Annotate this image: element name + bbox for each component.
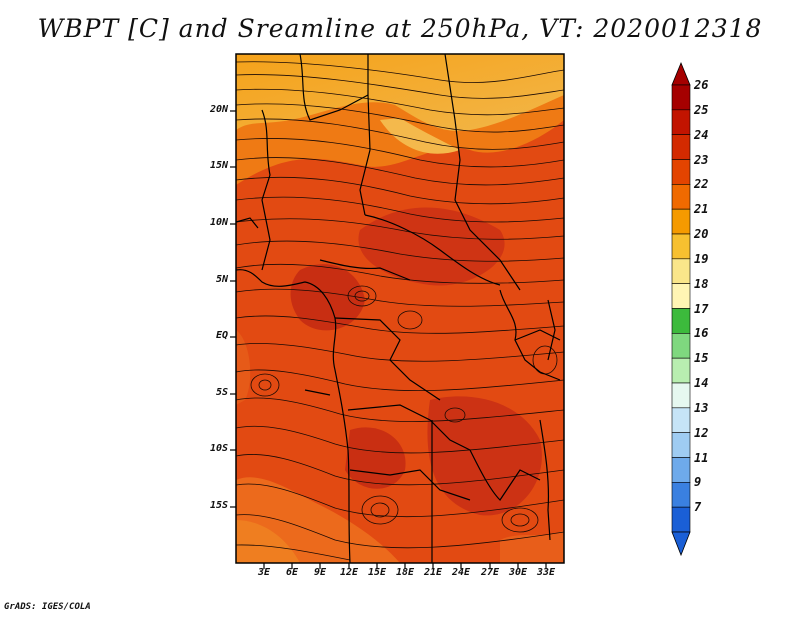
lat-ticks bbox=[230, 110, 236, 508]
lon-label: 30E bbox=[508, 567, 528, 578]
colorbar-label: 12 bbox=[694, 425, 709, 440]
lat-label: 15N bbox=[209, 160, 228, 171]
colorbar-swatch bbox=[671, 382, 691, 409]
grads-credit: GrADS: IGES/COLA bbox=[4, 602, 91, 612]
lat-label: 20N bbox=[209, 104, 228, 115]
colorbar-swatch bbox=[671, 258, 691, 284]
lat-label: 10N bbox=[209, 217, 228, 228]
wbpt-field bbox=[236, 54, 564, 563]
colorbar-bottom-arrow bbox=[671, 531, 691, 557]
lon-label: 27E bbox=[480, 567, 500, 578]
lat-label: 5N bbox=[215, 274, 228, 285]
colorbar-label: 15 bbox=[694, 351, 709, 366]
lon-label: 33E bbox=[536, 567, 556, 578]
lat-label: 5S bbox=[215, 387, 228, 398]
colorbar-label: 17 bbox=[694, 301, 709, 316]
map-title: WBPT [C] and Sreamline at 250hPa, VT: 20… bbox=[37, 14, 763, 43]
lon-label: 9E bbox=[313, 567, 327, 578]
colorbar-swatch bbox=[671, 506, 691, 533]
colorbar-label: 9 bbox=[694, 475, 702, 490]
colorbar-swatch bbox=[671, 233, 691, 260]
streamlines bbox=[236, 61, 564, 561]
colorbar-swatch bbox=[671, 482, 691, 508]
colorbar bbox=[671, 61, 691, 557]
colorbar-swatch bbox=[671, 357, 691, 384]
colorbar-label: 13 bbox=[694, 400, 709, 415]
colorbar-swatch bbox=[671, 457, 691, 483]
colorbar-swatch bbox=[671, 308, 691, 334]
map-frame bbox=[235, 53, 565, 564]
colorbar-label: 19 bbox=[694, 251, 709, 266]
colorbar-swatch bbox=[671, 184, 691, 210]
colorbar-label: 24 bbox=[694, 127, 709, 142]
colorbar-swatch bbox=[671, 432, 691, 458]
colorbar-label: 18 bbox=[694, 276, 709, 291]
colorbar-swatch bbox=[671, 159, 691, 185]
lon-label: 21E bbox=[423, 567, 443, 578]
colorbar-label: 20 bbox=[694, 227, 709, 241]
colorbar-swatch bbox=[671, 407, 691, 433]
borders bbox=[236, 54, 561, 563]
colorbar-swatch bbox=[671, 84, 691, 111]
lat-label: EQ bbox=[215, 330, 228, 341]
colorbar-label: 23 bbox=[694, 152, 709, 167]
colorbar-label: 25 bbox=[694, 102, 709, 117]
lon-label: 24E bbox=[451, 567, 471, 578]
colorbar-swatch bbox=[671, 134, 691, 160]
colorbar-swatch bbox=[671, 283, 691, 309]
colorbar-top-arrow bbox=[671, 61, 691, 86]
lon-label: 3E bbox=[257, 567, 271, 578]
lon-label: 15E bbox=[367, 567, 387, 578]
lat-label: 10S bbox=[209, 443, 228, 454]
lon-ticks bbox=[263, 563, 547, 569]
colorbar-label: 26 bbox=[694, 78, 709, 92]
colorbar-label: 11 bbox=[694, 450, 709, 465]
colorbar-label: 22 bbox=[694, 177, 709, 192]
lat-label: 15S bbox=[209, 500, 228, 511]
colorbar-label: 21 bbox=[694, 202, 709, 217]
colorbar-label: 16 bbox=[694, 326, 709, 341]
colorbar-swatch bbox=[671, 109, 691, 135]
colorbar-swatch bbox=[671, 208, 691, 235]
colorbar-label: 7 bbox=[694, 500, 702, 515]
lon-label: 12E bbox=[339, 567, 359, 578]
colorbar-swatch bbox=[671, 333, 691, 359]
lon-label: 6E bbox=[285, 567, 299, 578]
colorbar-label: 14 bbox=[694, 376, 709, 390]
lon-label: 18E bbox=[395, 567, 415, 578]
